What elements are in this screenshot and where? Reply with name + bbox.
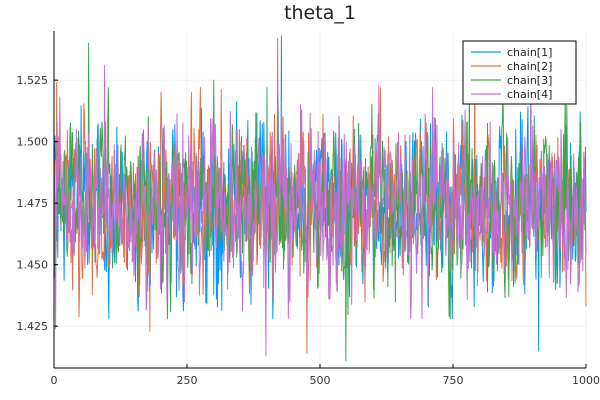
x-tick-label: 0 <box>51 374 58 387</box>
x-tick-label: 1000 <box>572 374 600 387</box>
legend-label-2: chain[2] <box>507 60 552 73</box>
series-line-2 <box>53 37 587 354</box>
x-tick-label: 750 <box>443 374 464 387</box>
series-lines <box>53 35 587 362</box>
chart-title: theta_1 <box>284 2 356 24</box>
y-tick-label: 1.475 <box>17 197 49 210</box>
y-tick-label: 1.425 <box>17 320 49 333</box>
x-tick-label: 250 <box>177 374 198 387</box>
y-tick-label: 1.450 <box>17 259 49 272</box>
legend-label-1: chain[1] <box>507 46 552 59</box>
y-tick-label: 1.525 <box>17 74 49 87</box>
x-tick-label: 500 <box>310 374 331 387</box>
series-line-4 <box>53 64 587 357</box>
legend: chain[1]chain[2]chain[3]chain[4] <box>462 40 577 105</box>
y-tick-label: 1.500 <box>17 136 49 149</box>
legend-label-4: chain[4] <box>507 88 552 101</box>
legend-label-3: chain[3] <box>507 74 552 87</box>
axes: 0 250 500 750 1000 1.425 1.450 1.475 1.500 1.525 <box>17 31 600 387</box>
